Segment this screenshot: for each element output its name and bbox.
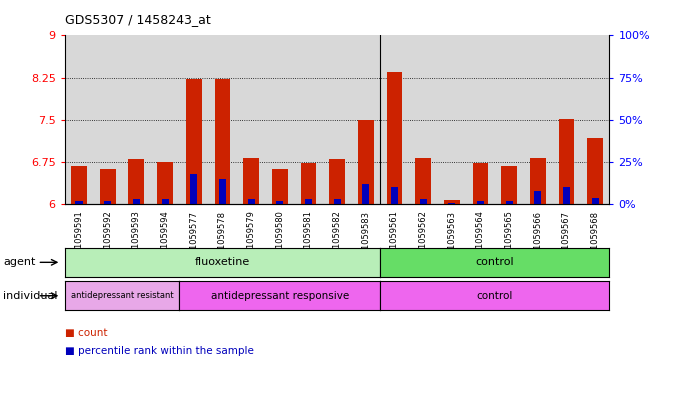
Bar xyxy=(477,201,484,204)
Text: ■ percentile rank within the sample: ■ percentile rank within the sample xyxy=(65,346,253,356)
Bar xyxy=(215,79,230,204)
Bar xyxy=(272,169,287,204)
Bar xyxy=(444,200,460,204)
Bar xyxy=(535,191,541,204)
Text: antidepressant resistant: antidepressant resistant xyxy=(71,291,174,300)
Bar xyxy=(387,72,402,204)
Text: GDS5307 / 1458243_at: GDS5307 / 1458243_at xyxy=(65,13,210,26)
Bar xyxy=(71,166,87,204)
Bar xyxy=(100,169,116,204)
Bar xyxy=(419,199,427,204)
Bar xyxy=(76,201,82,204)
Bar xyxy=(133,199,140,204)
Bar xyxy=(186,79,202,204)
Bar xyxy=(157,162,173,204)
Bar xyxy=(358,120,374,204)
Bar xyxy=(558,119,574,204)
Bar xyxy=(505,201,513,204)
Bar xyxy=(415,158,431,204)
Bar xyxy=(592,198,599,204)
Text: ■ count: ■ count xyxy=(65,328,107,338)
Bar xyxy=(104,201,111,204)
Bar xyxy=(219,179,226,204)
Bar xyxy=(305,199,312,204)
Bar xyxy=(247,199,255,204)
Text: agent: agent xyxy=(3,257,36,267)
Bar xyxy=(276,201,283,204)
Bar xyxy=(563,187,570,204)
Bar xyxy=(190,174,197,204)
Text: individual: individual xyxy=(3,291,58,301)
Bar xyxy=(243,158,259,204)
Text: antidepressant responsive: antidepressant responsive xyxy=(210,291,349,301)
Bar xyxy=(473,163,488,204)
Bar xyxy=(329,159,345,204)
Text: control: control xyxy=(477,291,513,301)
Bar xyxy=(129,159,144,204)
Bar xyxy=(362,184,369,204)
Bar xyxy=(334,199,340,204)
Bar xyxy=(448,203,456,204)
Bar xyxy=(587,138,603,204)
Bar xyxy=(391,187,398,204)
Text: fluoxetine: fluoxetine xyxy=(195,257,250,267)
Bar xyxy=(501,166,517,204)
Text: control: control xyxy=(475,257,514,267)
Bar xyxy=(300,163,316,204)
Bar xyxy=(530,158,545,204)
Bar xyxy=(161,199,169,204)
